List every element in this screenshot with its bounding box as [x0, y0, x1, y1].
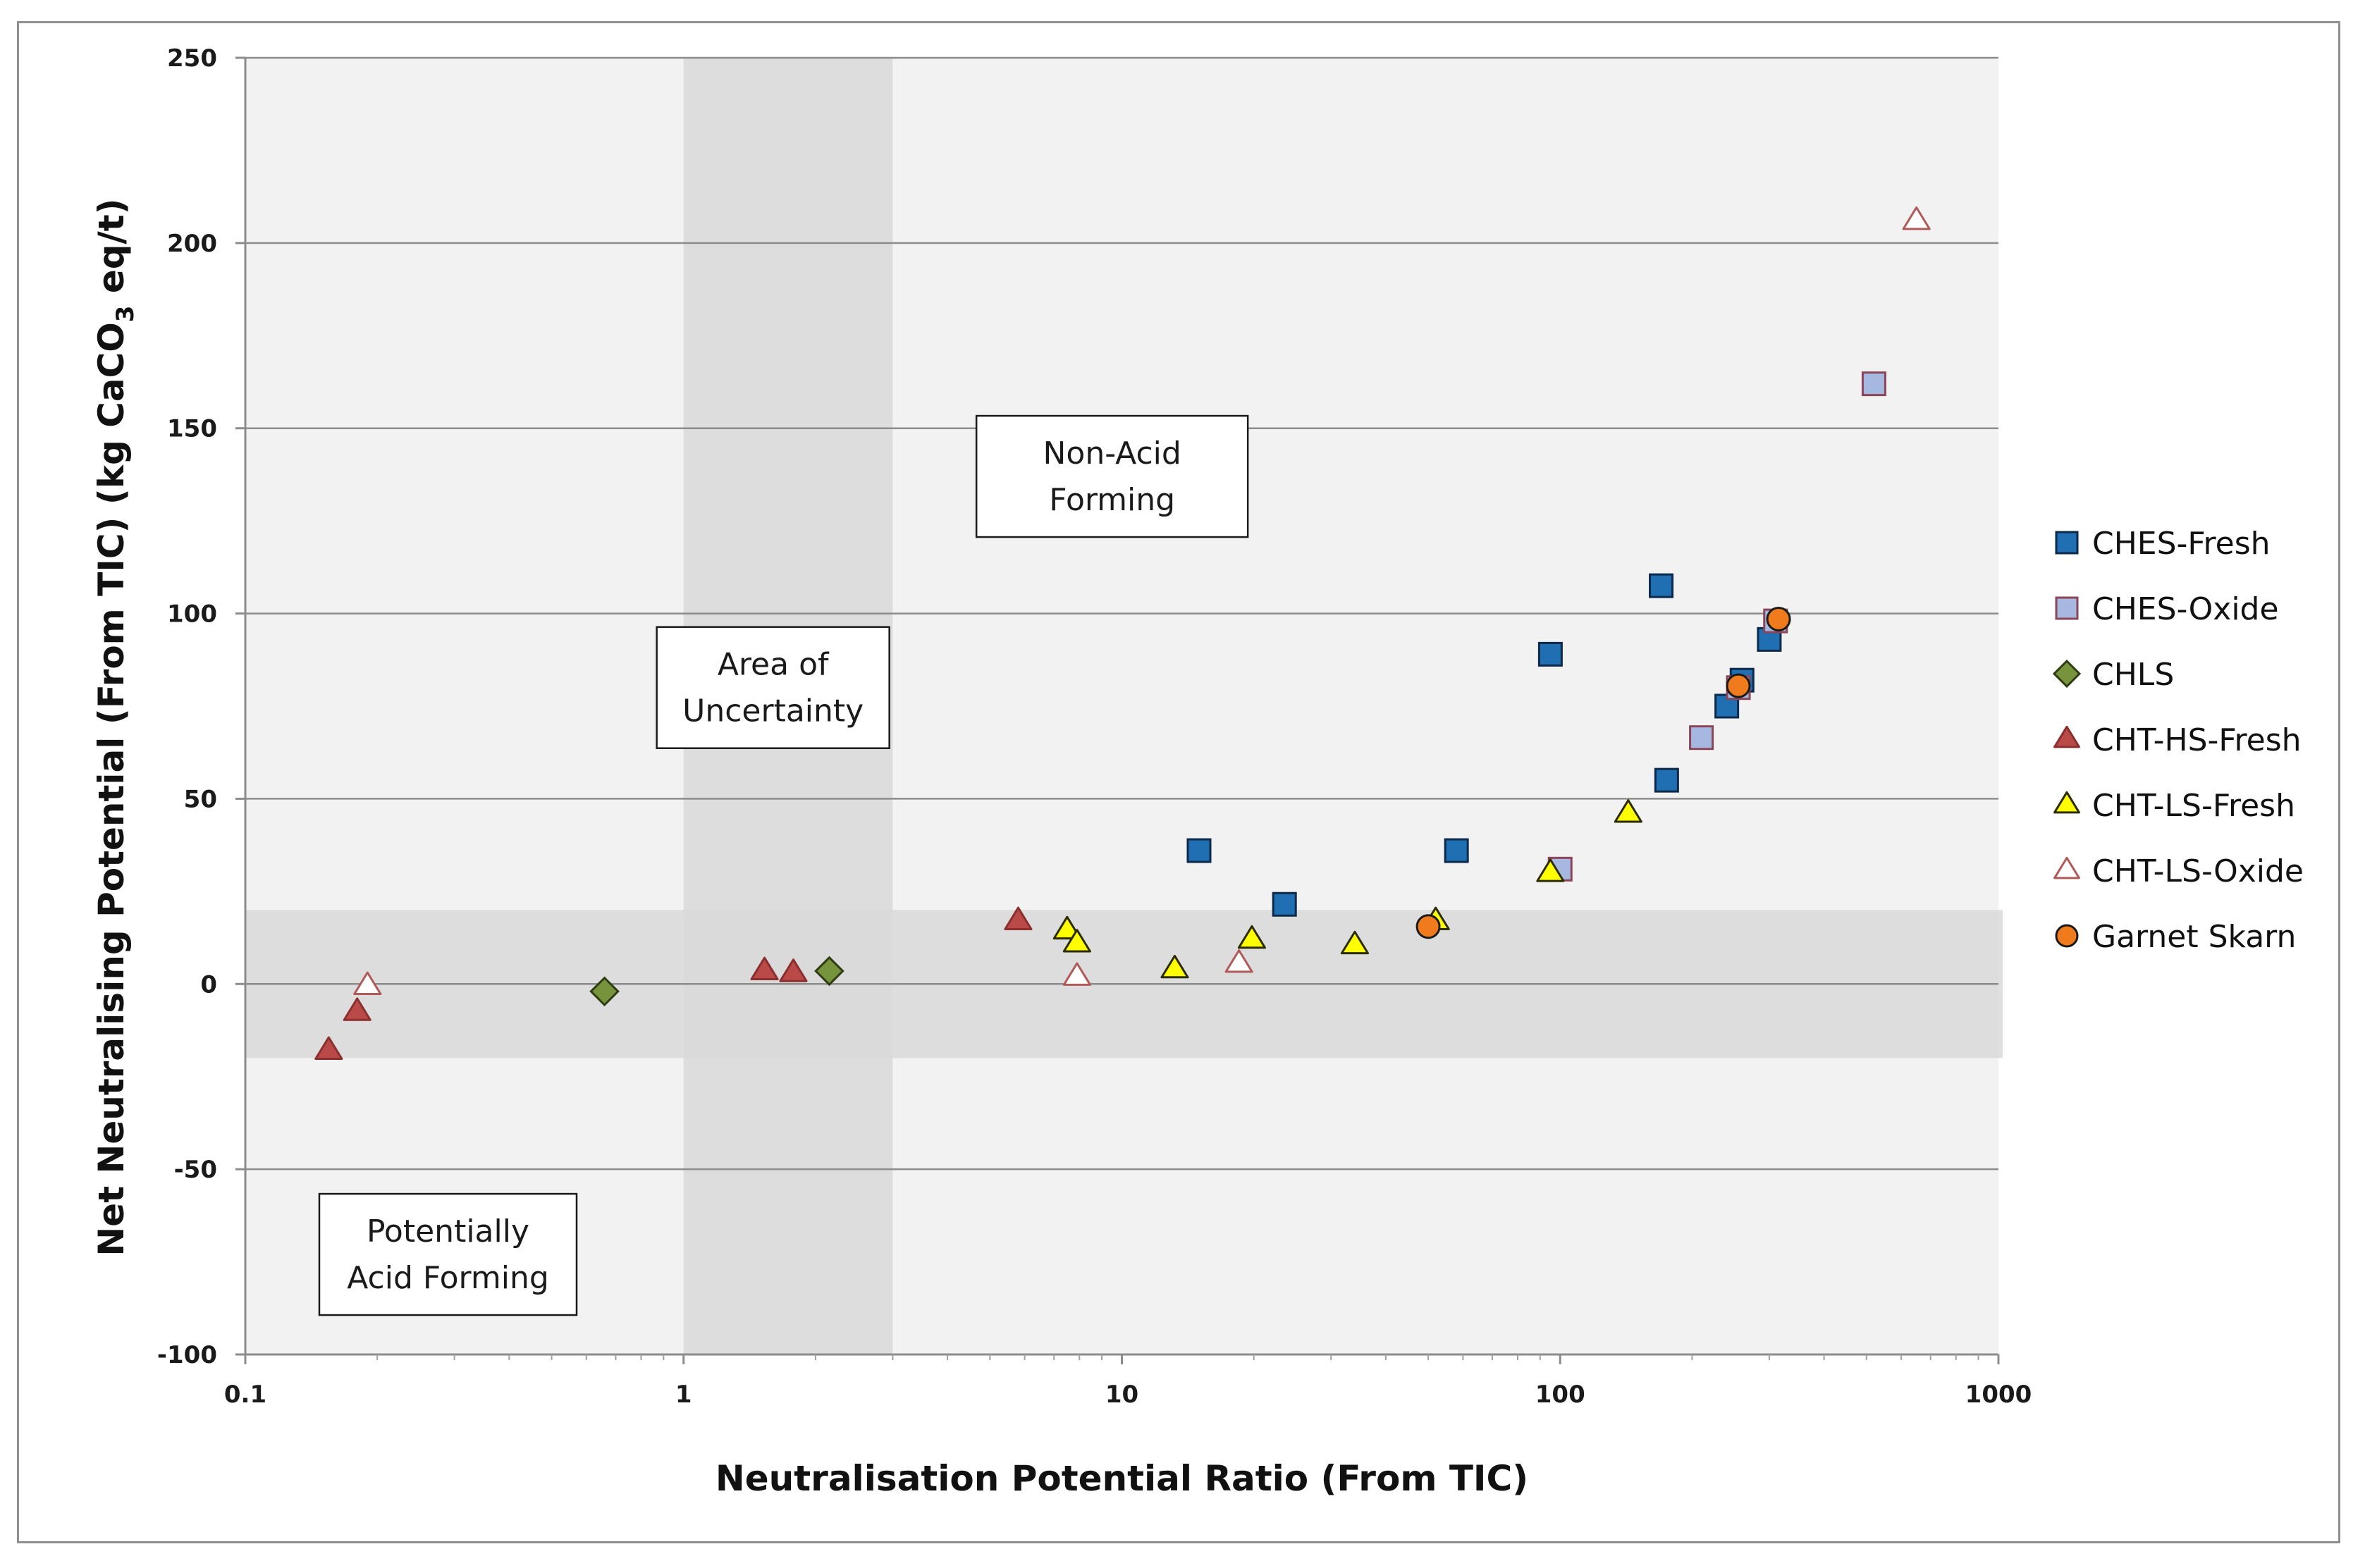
data-point — [1537, 641, 1563, 667]
series-cht-hs-fresh — [314, 906, 1033, 1060]
x-tick-label: 10 — [1105, 1381, 1138, 1409]
data-point — [814, 956, 844, 987]
data-point — [1062, 962, 1091, 986]
data-point — [1272, 891, 1297, 917]
legend-entry: CHLS — [2052, 657, 2174, 693]
area-of-uncertainty-label-box — [656, 626, 890, 749]
data-point — [1649, 573, 1674, 598]
legend-entry: CHT-LS-Fresh — [2053, 788, 2295, 824]
area-of-uncertainty-label-line: Area of — [718, 647, 830, 683]
y-axis-title-main: Net Neutralising Potential (From TIC) (k… — [91, 322, 132, 1256]
y-tick-label: 0 — [200, 970, 217, 999]
legend-marker — [2053, 791, 2080, 814]
legend-marker — [2053, 725, 2080, 748]
data-points — [314, 206, 1931, 1060]
legend-label: CHT-LS-Fresh — [2092, 788, 2295, 824]
data-point — [1861, 371, 1886, 397]
data-point — [1654, 767, 1679, 793]
data-point — [589, 976, 620, 1007]
y-tick-label: 250 — [167, 44, 217, 73]
non-acid-forming-label-line: Forming — [1049, 482, 1175, 518]
annotations: Non-Acid Forming Area of Uncertainty Potenti… — [318, 414, 1249, 1316]
x-tick-label: 1000 — [1965, 1381, 2032, 1409]
y-axis-title: Net Neutralising Potential (From TIC) (k… — [91, 198, 140, 1256]
area-of-uncertainty-label-line: Uncertainty — [682, 693, 864, 729]
legend-entry: CHT-LS-Oxide — [2053, 853, 2304, 889]
data-point — [1766, 606, 1791, 631]
data-point — [1902, 206, 1931, 230]
x-tick-label: 0.1 — [224, 1381, 266, 1409]
series-ches-fresh — [1186, 573, 1782, 917]
legend-label: Garnet Skarn — [2092, 919, 2296, 955]
data-point — [1224, 949, 1253, 973]
data-point — [1052, 915, 1081, 940]
potentially-acid-forming-label-box — [318, 1192, 578, 1316]
potentially-acid-forming-label: Potentially Acid Forming — [318, 1192, 578, 1316]
series-garnet-skarn — [1415, 606, 1791, 939]
data-point — [1160, 954, 1189, 979]
series-cht-ls-oxide — [353, 206, 1931, 995]
legend-label: CHT-LS-Oxide — [2092, 853, 2304, 889]
x-tick-label: 1 — [675, 1381, 692, 1409]
y-axis-title-tail: eq/t) — [91, 198, 132, 305]
y-axis-title-subscript: 3 — [111, 306, 140, 323]
potentially-acid-forming-label-line: Acid Forming — [347, 1260, 549, 1296]
data-point — [1340, 930, 1370, 955]
legend-marker — [2053, 856, 2080, 879]
legend-entry: CHES-Fresh — [2055, 526, 2271, 562]
legend-label: CHT-HS-Fresh — [2092, 722, 2302, 758]
potentially-acid-forming-label-line: Potentially — [367, 1214, 529, 1249]
data-point — [1444, 838, 1469, 863]
legend-label: CHES-Oxide — [2092, 591, 2279, 627]
y-tick-label: 100 — [167, 600, 217, 629]
legend-label: CHES-Fresh — [2092, 526, 2271, 562]
legend-marker — [2052, 659, 2082, 689]
data-point — [1186, 838, 1212, 863]
data-point — [1415, 914, 1441, 939]
legend: CHES-Fresh CHES-Oxide CHLS CHT-HS-Fresh CHT-… — [2052, 526, 2304, 955]
y-tick-label: 200 — [167, 230, 217, 258]
legend-entry: CHT-HS-Fresh — [2053, 722, 2302, 758]
data-point — [343, 997, 371, 1021]
data-point — [353, 971, 382, 995]
data-point — [1237, 925, 1267, 949]
data-point — [779, 958, 808, 982]
series-chls — [589, 956, 844, 1007]
data-point — [1689, 725, 1714, 751]
legend-entry: CHES-Oxide — [2055, 591, 2279, 627]
y-tick-label: -100 — [157, 1341, 217, 1369]
y-tick-label: -50 — [174, 1156, 217, 1184]
plot-area — [245, 58, 1998, 1354]
data-point — [1536, 858, 1565, 882]
legend-marker — [2055, 924, 2079, 948]
data-point — [1004, 906, 1033, 930]
y-tick-label: 50 — [184, 785, 217, 813]
axes: -100 -50 0 50 100 150 200 250 0.1 1 10 100 1000 — [157, 44, 2032, 1409]
y-tick-label: 150 — [167, 415, 217, 443]
area-of-uncertainty-label: Area of Uncertainty — [656, 626, 890, 749]
non-acid-forming-label: Non-Acid Forming — [975, 414, 1249, 538]
legend-marker — [2055, 531, 2079, 555]
data-point — [314, 1036, 343, 1060]
non-acid-forming-label-box — [975, 414, 1249, 538]
legend-label: CHLS — [2092, 657, 2174, 693]
data-point — [1726, 673, 1751, 698]
non-acid-forming-label-line: Non-Acid — [1043, 436, 1181, 471]
data-point — [1062, 929, 1091, 953]
x-axis-title: Neutralisation Potential Ratio (From TIC… — [715, 1458, 1528, 1499]
data-point — [1614, 799, 1642, 823]
data-point — [750, 956, 779, 980]
legend-marker — [2055, 596, 2079, 620]
legend-entry: Garnet Skarn — [2055, 919, 2296, 955]
x-tick-label: 100 — [1535, 1381, 1585, 1409]
